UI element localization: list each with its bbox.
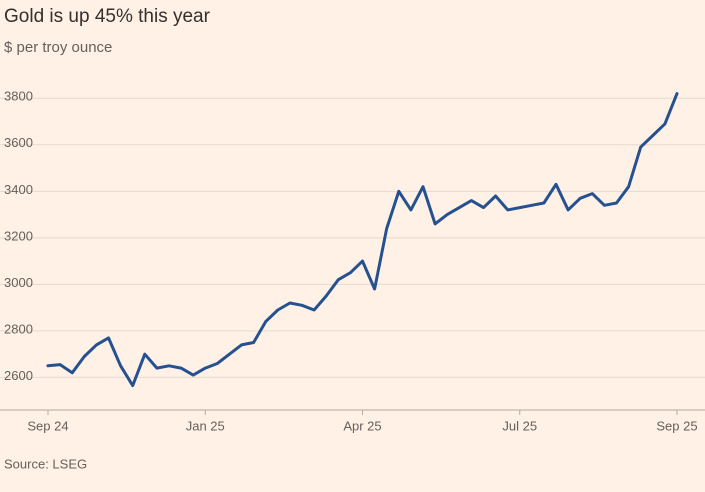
x-tick-label: Sep 24	[27, 418, 68, 433]
source: Source: LSEG	[4, 456, 87, 471]
y-tick-label: 2600	[4, 368, 33, 383]
x-tick-label: Apr 25	[343, 418, 381, 433]
y-tick-label: 2800	[4, 321, 33, 336]
y-tick-label: 3200	[4, 228, 33, 243]
y-tick-label: 3000	[4, 275, 33, 290]
y-tick-label: 3600	[4, 135, 33, 150]
y-tick-label: 3800	[4, 89, 33, 104]
chart-title: Gold is up 45% this year	[4, 6, 211, 27]
price-line	[46, 92, 679, 388]
x-tick-label: Jan 25	[186, 418, 225, 433]
chart-subtitle: $ per troy ounce	[4, 39, 112, 56]
x-tick-label: Jul 25	[502, 418, 537, 433]
x-tick-label: Sep 25	[656, 418, 697, 433]
y-tick-label: 3400	[4, 182, 33, 197]
